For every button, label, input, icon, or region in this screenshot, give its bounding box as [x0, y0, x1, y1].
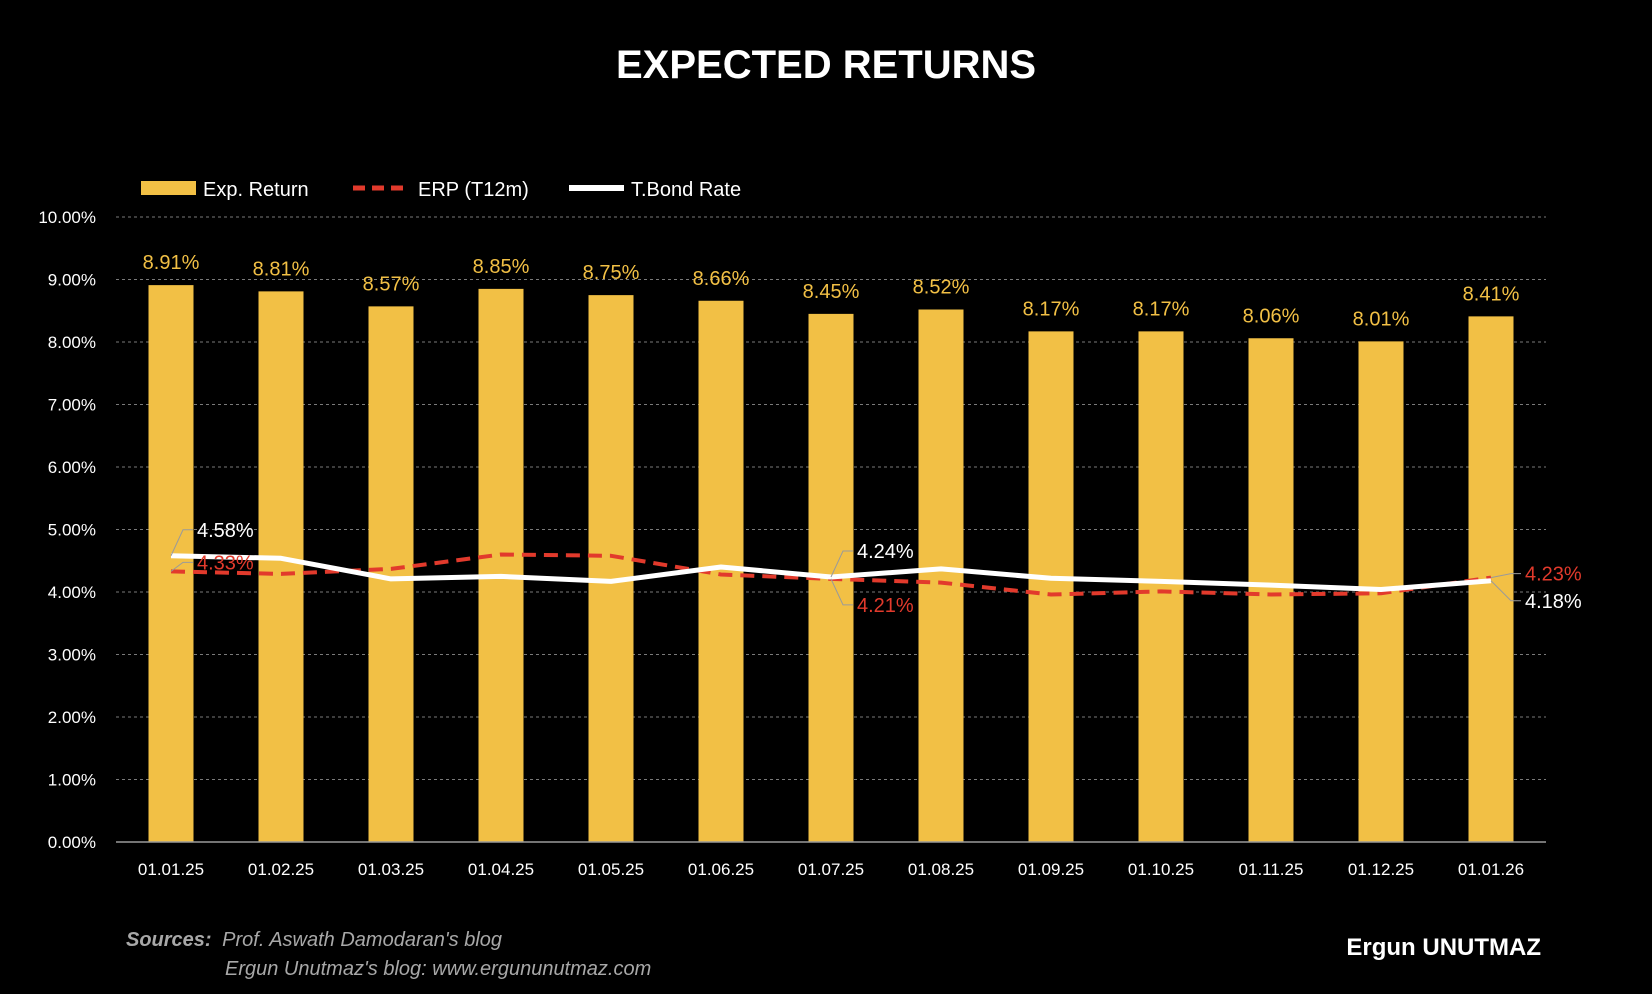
- bar: [1138, 331, 1184, 842]
- exp-return-bars: [148, 285, 1514, 842]
- chart-title: EXPECTED RETURNS: [616, 43, 1036, 87]
- chart-legend: Exp. Return ERP (T12m) T.Bond Rate: [141, 179, 741, 201]
- sources-label: Sources:: [126, 929, 212, 951]
- x-tick-label: 01.02.25: [248, 860, 314, 879]
- x-tick-label: 01.09.25: [1018, 860, 1084, 879]
- bar: [588, 295, 634, 842]
- bar-data-label: 8.57%: [363, 273, 420, 295]
- sources-line-1: Sources: Prof. Aswath Damodaran's blog: [126, 929, 502, 951]
- annotation-leader-line: [1490, 580, 1521, 602]
- y-tick-label: 7.00%: [48, 396, 96, 415]
- line-data-label: 4.24%: [857, 541, 914, 563]
- legend-label-exp-return: Exp. Return: [203, 179, 309, 201]
- legend-swatch-exp-return: [141, 181, 196, 195]
- bar-data-label: 8.06%: [1243, 305, 1300, 327]
- footer: Sources: Prof. Aswath Damodaran's blog E…: [126, 929, 1541, 980]
- annotation-leader-line: [170, 561, 193, 572]
- line-data-label: 4.18%: [1525, 591, 1582, 613]
- y-tick-label: 8.00%: [48, 333, 96, 352]
- y-tick-label: 2.00%: [48, 708, 96, 727]
- x-tick-label: 01.05.25: [578, 860, 644, 879]
- y-tick-label: 9.00%: [48, 271, 96, 290]
- line-data-label: 4.33%: [197, 552, 254, 574]
- annotation-leader-line: [830, 550, 853, 578]
- bar: [1028, 331, 1074, 842]
- x-tick-label: 01.03.25: [358, 860, 424, 879]
- bar: [258, 291, 304, 842]
- y-tick-label: 6.00%: [48, 458, 96, 477]
- x-tick-label: 01.11.25: [1239, 860, 1304, 879]
- sources-line-2: Ergun Unutmaz's blog: www.ergununutmaz.c…: [225, 958, 651, 980]
- bar-data-label: 8.66%: [693, 268, 750, 290]
- bar: [148, 285, 194, 842]
- y-tick-label: 0.00%: [48, 833, 96, 852]
- annotation-leader-line: [830, 578, 853, 606]
- bar-data-label: 8.91%: [143, 252, 200, 274]
- sources-damodaran: Prof. Aswath Damodaran's blog: [222, 929, 502, 951]
- y-tick-label: 5.00%: [48, 521, 96, 540]
- legend-label-tbond: T.Bond Rate: [631, 179, 741, 201]
- x-axis-ticks: 01.01.25 01.02.25 01.03.25 01.04.25 01.05.25…: [138, 860, 1524, 879]
- line-data-label: 4.23%: [1525, 564, 1582, 586]
- bar-data-label: 8.17%: [1133, 298, 1190, 320]
- x-tick-label: 01.10.25: [1128, 860, 1194, 879]
- x-tick-label: 01.07.25: [798, 860, 864, 879]
- line-data-label: 4.58%: [197, 520, 254, 542]
- bar: [918, 309, 964, 842]
- y-tick-label: 4.00%: [48, 583, 96, 602]
- bar-data-label: 8.85%: [473, 256, 530, 278]
- bar-data-label: 8.41%: [1463, 283, 1520, 305]
- x-tick-label: 01.01.25: [138, 860, 204, 879]
- bar-data-label: 8.17%: [1023, 298, 1080, 320]
- x-tick-label: 01.06.25: [688, 860, 754, 879]
- y-tick-label: 3.00%: [48, 646, 96, 665]
- x-tick-label: 01.01.26: [1458, 860, 1524, 879]
- y-tick-label: 1.00%: [48, 771, 96, 790]
- x-tick-label: 01.08.25: [908, 860, 974, 879]
- bar-data-label: 8.01%: [1353, 308, 1410, 330]
- author-signature: Ergun UNUTMAZ: [1346, 934, 1541, 961]
- line-annotations: 4.58% 4.33% 4.24% 4.21% 4.23% 4.18%: [170, 520, 1582, 617]
- bar-data-label: 8.75%: [583, 262, 640, 284]
- bar-data-label: 8.81%: [253, 258, 310, 280]
- annotation-leader-line: [170, 529, 193, 556]
- annotation-leader-line: [1490, 573, 1521, 579]
- bar: [1248, 338, 1294, 842]
- y-axis-ticks: 0.00% 1.00% 2.00% 3.00% 4.00% 5.00% 6.00% 7.00%…: [38, 208, 96, 852]
- line-data-label: 4.21%: [857, 595, 914, 617]
- legend-label-erp: ERP (T12m): [418, 179, 529, 201]
- bar-data-label: 8.52%: [913, 277, 970, 299]
- y-tick-label: 10.00%: [38, 208, 96, 227]
- exp-return-bar-labels: 8.91% 8.81% 8.57% 8.85% 8.75% 8.66% 8.45% 8.52%…: [143, 252, 1520, 330]
- x-tick-label: 01.04.25: [468, 860, 534, 879]
- bar-data-label: 8.45%: [803, 281, 860, 303]
- x-tick-label: 01.12.25: [1348, 860, 1414, 879]
- bar: [478, 288, 524, 842]
